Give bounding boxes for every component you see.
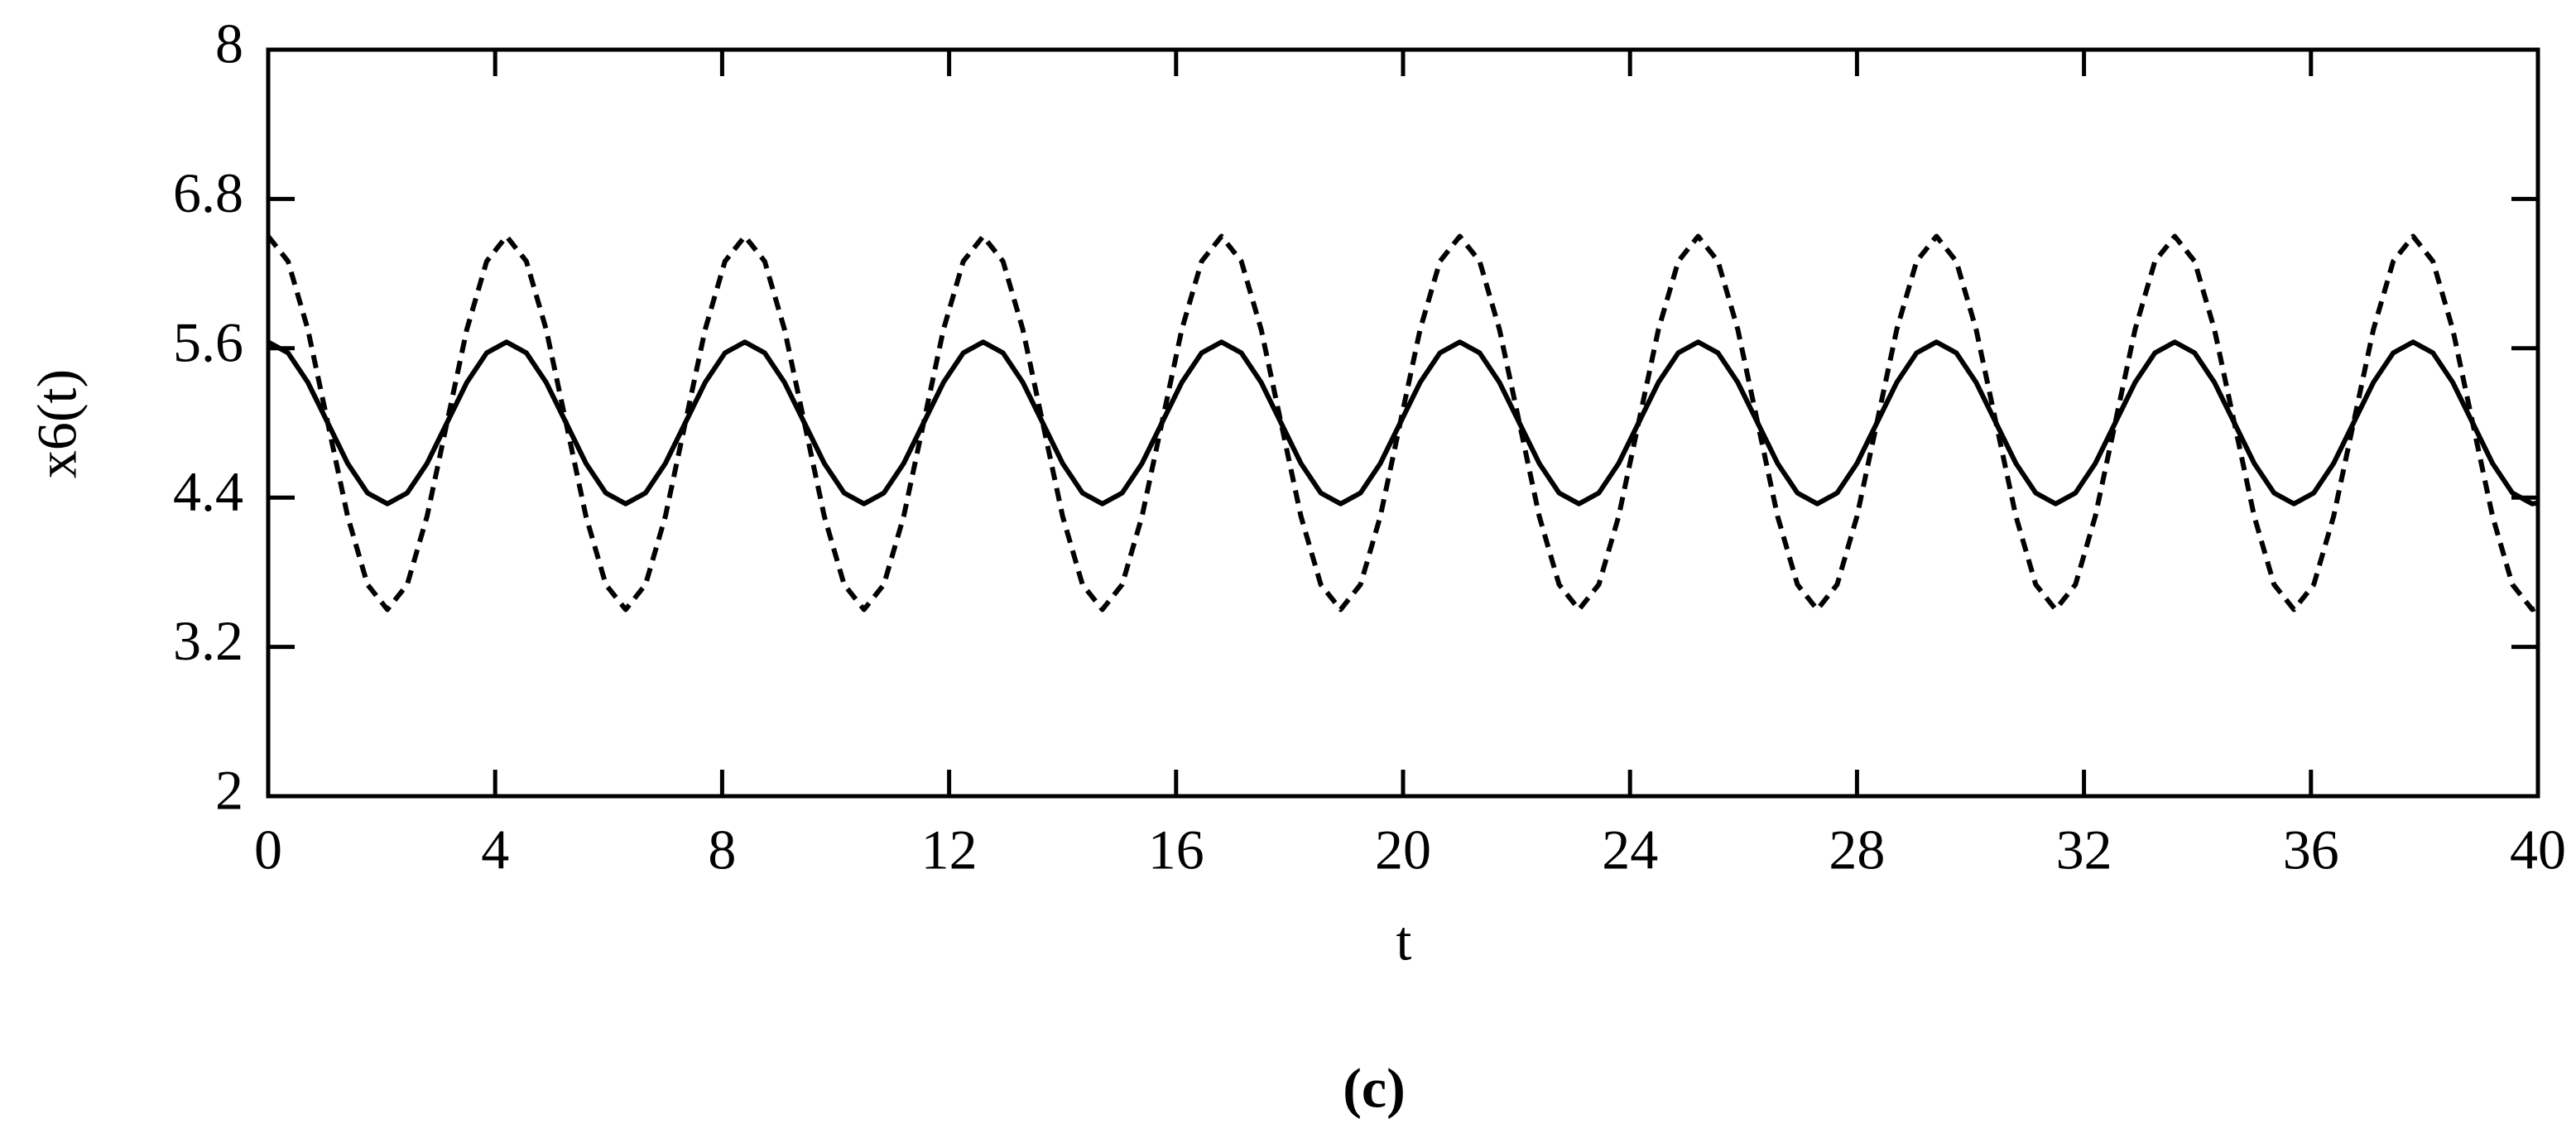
x-tick-label: 32 — [2056, 819, 2112, 881]
y-tick-label: 8 — [215, 12, 243, 75]
x-tick-label: 24 — [1602, 819, 1658, 881]
dashed-line — [266, 233, 2540, 612]
x-tick-label: 8 — [708, 819, 736, 881]
x-tick-label: 20 — [1375, 819, 1431, 881]
x-tick-label: 36 — [2283, 819, 2339, 881]
caption: (c) — [1343, 1057, 1405, 1120]
x-tick-label: 12 — [921, 819, 978, 881]
x-tick-label: 16 — [1148, 819, 1204, 881]
x-tick-label: 0 — [254, 819, 282, 881]
y-tick-label: 2 — [215, 759, 243, 822]
y-tick-label: 3.2 — [173, 609, 243, 672]
x-tick-label: 28 — [1829, 819, 1885, 881]
y-tick-label: 5.6 — [173, 310, 243, 373]
solid-line — [267, 339, 2539, 507]
plot-frame — [266, 47, 2540, 799]
y-tick-label: 4.4 — [173, 460, 243, 523]
x-tick-label: 4 — [481, 819, 509, 881]
x-axis-label: t — [1396, 910, 1412, 972]
y-tick-label: 6.8 — [173, 161, 243, 224]
x-tick-label: 40 — [2510, 819, 2566, 881]
y-axis-label: x6(t) — [26, 369, 89, 478]
